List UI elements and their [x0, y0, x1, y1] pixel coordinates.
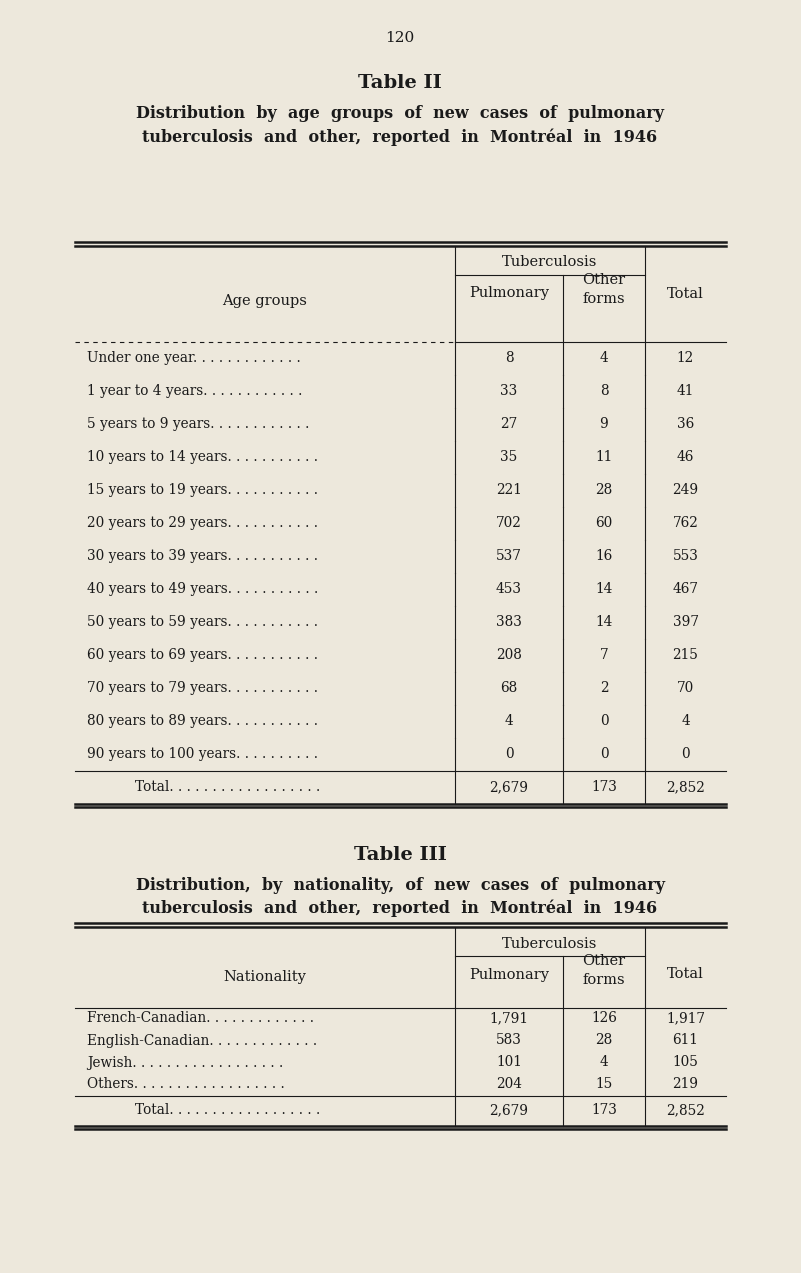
Text: 583: 583	[496, 1034, 522, 1048]
Text: Table III: Table III	[353, 847, 446, 864]
Text: 383: 383	[496, 615, 522, 629]
Text: French-Canadian. . . . . . . . . . . . .: French-Canadian. . . . . . . . . . . . .	[87, 1012, 314, 1026]
Text: 14: 14	[595, 582, 613, 596]
Text: 173: 173	[591, 1104, 617, 1118]
Text: 60: 60	[595, 516, 613, 530]
Text: Pulmonary: Pulmonary	[469, 286, 549, 300]
Text: 35: 35	[501, 449, 517, 463]
Text: 12: 12	[677, 351, 694, 365]
Text: 46: 46	[677, 449, 694, 463]
Text: Age groups: Age groups	[223, 294, 308, 308]
Text: 453: 453	[496, 582, 522, 596]
Text: 33: 33	[501, 384, 517, 398]
Text: 101: 101	[496, 1055, 522, 1069]
Text: 5 years to 9 years. . . . . . . . . . . .: 5 years to 9 years. . . . . . . . . . . …	[87, 418, 309, 432]
Text: 2,679: 2,679	[489, 780, 529, 794]
Text: 40 years to 49 years. . . . . . . . . . .: 40 years to 49 years. . . . . . . . . . …	[87, 582, 318, 596]
Text: 80 years to 89 years. . . . . . . . . . .: 80 years to 89 years. . . . . . . . . . …	[87, 714, 318, 728]
Text: 50 years to 59 years. . . . . . . . . . .: 50 years to 59 years. . . . . . . . . . …	[87, 615, 318, 629]
Text: Tuberculosis: Tuberculosis	[502, 937, 598, 951]
Text: 2,852: 2,852	[666, 1104, 705, 1118]
Text: 10 years to 14 years. . . . . . . . . . .: 10 years to 14 years. . . . . . . . . . …	[87, 449, 318, 463]
Text: 8: 8	[505, 351, 513, 365]
Text: Total: Total	[667, 286, 704, 300]
Text: Table II: Table II	[358, 74, 442, 92]
Text: Under one year. . . . . . . . . . . . .: Under one year. . . . . . . . . . . . .	[87, 351, 300, 365]
Text: 537: 537	[496, 549, 522, 563]
Text: 14: 14	[595, 615, 613, 629]
Text: 0: 0	[600, 714, 608, 728]
Text: 4: 4	[600, 1055, 609, 1069]
Text: 90 years to 100 years. . . . . . . . . .: 90 years to 100 years. . . . . . . . . .	[87, 747, 318, 761]
Text: Total. . . . . . . . . . . . . . . . . .: Total. . . . . . . . . . . . . . . . . .	[135, 1104, 320, 1118]
Text: 16: 16	[595, 549, 613, 563]
Text: Distribution  by  age  groups  of  new  cases  of  pulmonary: Distribution by age groups of new cases …	[136, 106, 664, 122]
Text: 8: 8	[600, 384, 608, 398]
Text: 249: 249	[672, 482, 698, 496]
Text: 28: 28	[595, 482, 613, 496]
Text: tuberculosis  and  other,  reported  in  Montréal  in  1946: tuberculosis and other, reported in Mont…	[143, 899, 658, 917]
Text: 4: 4	[505, 714, 513, 728]
Text: 68: 68	[501, 681, 517, 695]
Text: Jewish. . . . . . . . . . . . . . . . . .: Jewish. . . . . . . . . . . . . . . . . …	[87, 1055, 284, 1069]
Text: 15 years to 19 years. . . . . . . . . . .: 15 years to 19 years. . . . . . . . . . …	[87, 482, 318, 496]
Text: Nationality: Nationality	[223, 970, 307, 984]
Text: 41: 41	[677, 384, 694, 398]
Text: 467: 467	[673, 582, 698, 596]
Text: 27: 27	[501, 418, 517, 432]
Text: Tuberculosis: Tuberculosis	[502, 256, 598, 270]
Text: 397: 397	[673, 615, 698, 629]
Text: 173: 173	[591, 780, 617, 794]
Text: Total. . . . . . . . . . . . . . . . . .: Total. . . . . . . . . . . . . . . . . .	[135, 780, 320, 794]
Text: Total: Total	[667, 967, 704, 981]
Text: Others. . . . . . . . . . . . . . . . . .: Others. . . . . . . . . . . . . . . . . …	[87, 1077, 284, 1091]
Text: 20 years to 29 years. . . . . . . . . . .: 20 years to 29 years. . . . . . . . . . …	[87, 516, 318, 530]
Text: 219: 219	[673, 1077, 698, 1091]
Text: 553: 553	[673, 549, 698, 563]
Text: 36: 36	[677, 418, 694, 432]
Text: 208: 208	[496, 648, 522, 662]
Text: Other
forms: Other forms	[582, 274, 626, 306]
Text: 204: 204	[496, 1077, 522, 1091]
Text: 215: 215	[673, 648, 698, 662]
Text: 2,852: 2,852	[666, 780, 705, 794]
Text: 120: 120	[385, 31, 415, 45]
Text: 60 years to 69 years. . . . . . . . . . .: 60 years to 69 years. . . . . . . . . . …	[87, 648, 318, 662]
Text: English-Canadian. . . . . . . . . . . . .: English-Canadian. . . . . . . . . . . . …	[87, 1034, 317, 1048]
Text: 4: 4	[681, 714, 690, 728]
Text: Other
forms: Other forms	[582, 955, 626, 987]
Text: 0: 0	[600, 747, 608, 761]
Text: 1,791: 1,791	[489, 1012, 529, 1026]
Text: 0: 0	[681, 747, 690, 761]
Text: 9: 9	[600, 418, 609, 432]
Text: 30 years to 39 years. . . . . . . . . . .: 30 years to 39 years. . . . . . . . . . …	[87, 549, 318, 563]
Text: 15: 15	[595, 1077, 613, 1091]
Text: 11: 11	[595, 449, 613, 463]
Text: 4: 4	[600, 351, 609, 365]
Text: tuberculosis  and  other,  reported  in  Montréal  in  1946: tuberculosis and other, reported in Mont…	[143, 129, 658, 145]
Text: 70: 70	[677, 681, 694, 695]
Text: 70 years to 79 years. . . . . . . . . . .: 70 years to 79 years. . . . . . . . . . …	[87, 681, 318, 695]
Text: 0: 0	[505, 747, 513, 761]
Text: 126: 126	[591, 1012, 617, 1026]
Text: 7: 7	[600, 648, 608, 662]
Text: 2: 2	[600, 681, 608, 695]
Text: 221: 221	[496, 482, 522, 496]
Text: 762: 762	[673, 516, 698, 530]
Text: 611: 611	[673, 1034, 698, 1048]
Text: Distribution,  by  nationality,  of  new  cases  of  pulmonary: Distribution, by nationality, of new cas…	[135, 877, 665, 894]
Text: 702: 702	[496, 516, 522, 530]
Text: 105: 105	[673, 1055, 698, 1069]
Text: 2,679: 2,679	[489, 1104, 529, 1118]
Text: 1 year to 4 years. . . . . . . . . . . .: 1 year to 4 years. . . . . . . . . . . .	[87, 384, 302, 398]
Text: 28: 28	[595, 1034, 613, 1048]
Text: Pulmonary: Pulmonary	[469, 967, 549, 981]
Text: 1,917: 1,917	[666, 1012, 705, 1026]
